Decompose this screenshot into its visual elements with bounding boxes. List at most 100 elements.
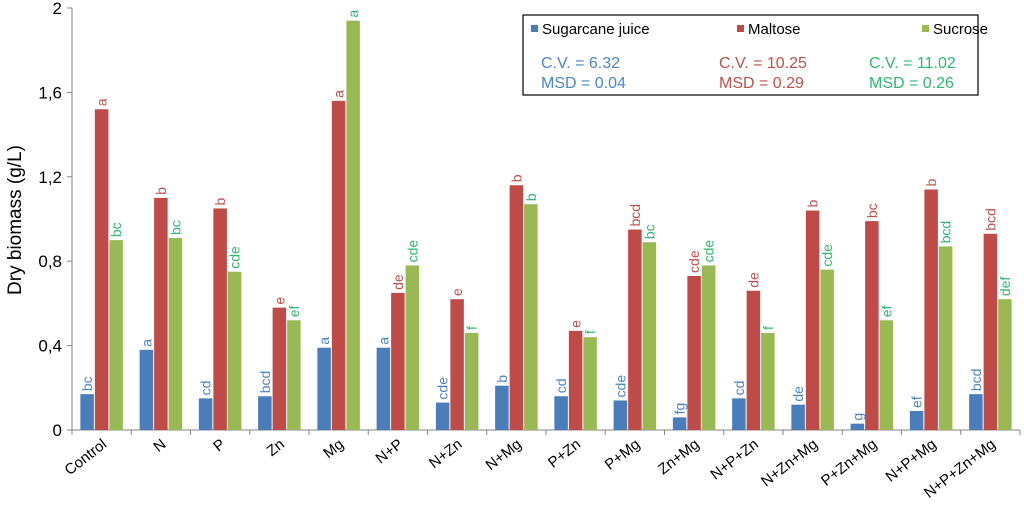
x-tick-label: N+Zn — [426, 436, 466, 472]
x-tick-label: N+P+Zn — [707, 436, 761, 484]
y-tick-label: 0,4 — [38, 337, 62, 356]
cv-label: C.V. = 6.32 — [541, 55, 620, 72]
bars — [80, 20, 1012, 430]
data-label: b — [923, 178, 939, 186]
x-tick-label: Zn+Mg — [655, 436, 703, 478]
data-label: bc — [108, 222, 124, 237]
x-tick-label: N+P+Mg — [882, 436, 939, 486]
bar — [850, 423, 865, 430]
data-label: e — [271, 297, 287, 305]
data-label: cd — [731, 381, 747, 396]
bar — [613, 400, 628, 430]
bar — [909, 411, 924, 430]
x-tick-label: P+Mg — [602, 436, 644, 474]
y-axis-label: Dry biomass (g/L) — [5, 145, 26, 295]
bar — [287, 320, 301, 430]
data-label: cde — [227, 246, 243, 269]
bar — [405, 265, 420, 430]
y-tick-label: 0 — [53, 421, 62, 440]
bar — [879, 320, 894, 430]
bar — [331, 100, 346, 430]
data-label: de — [390, 274, 406, 290]
category-labels: Control N P Zn Mg N+P N+Zn N+Mg P+Zn P+Mg Zn+Mg N+P… — [62, 436, 999, 502]
data-label: def — [997, 277, 1013, 297]
data-label: f — [464, 326, 480, 330]
cv-label: C.V. = 10.25 — [719, 55, 807, 72]
data-label: ef — [286, 305, 302, 317]
bar — [435, 402, 450, 430]
bar — [198, 398, 213, 430]
data-label: bc — [864, 203, 880, 218]
bar — [583, 337, 597, 430]
x-tick-label: N+Mg — [483, 436, 525, 474]
bar — [227, 271, 242, 430]
data-label: b — [805, 200, 821, 208]
significance-letters: bcabcabbccdbcdebcdeefaaaadecdecdeefbbbcd… — [79, 10, 1013, 421]
x-tick-label: N+Zn+Mg — [758, 436, 821, 490]
bar — [94, 109, 109, 430]
data-label: cde — [435, 377, 451, 400]
y-tick-label: 1,2 — [38, 168, 62, 187]
data-label: b — [523, 193, 539, 201]
data-label: a — [138, 339, 154, 347]
bar — [998, 299, 1012, 430]
bar — [464, 332, 479, 430]
data-label: cd — [553, 378, 569, 393]
bar — [376, 347, 391, 430]
bar — [701, 265, 716, 430]
data-label: fg — [672, 403, 688, 415]
bar — [983, 233, 998, 430]
data-label: bc — [167, 220, 183, 235]
data-label: bcd — [257, 371, 273, 394]
bar — [450, 299, 464, 430]
data-label: cde — [404, 240, 420, 263]
legend: Sugarcane juice C.V. = 6.32 MSD = 0.04 Malt… — [522, 14, 988, 96]
x-tick-label: Control — [62, 436, 111, 479]
data-label: cde — [686, 250, 702, 273]
bar — [672, 417, 687, 430]
bar — [554, 396, 568, 430]
bar — [732, 398, 746, 430]
data-label: b — [494, 375, 510, 383]
msd-label: MSD = 0.26 — [869, 75, 954, 92]
bar — [168, 237, 183, 430]
data-label: a — [94, 98, 110, 106]
y-tick-label: 0,8 — [38, 252, 62, 271]
bar — [805, 210, 820, 430]
data-label: b — [153, 187, 169, 195]
legend-swatch — [737, 25, 744, 32]
bar — [761, 332, 775, 430]
data-label: f — [760, 326, 776, 330]
bar — [509, 185, 524, 430]
legend-entry: Sugarcane juice — [542, 21, 650, 38]
data-label: de — [745, 272, 761, 288]
bar — [258, 396, 272, 430]
bar — [317, 347, 331, 430]
data-label: bcd — [982, 208, 998, 231]
data-label: a — [375, 337, 391, 345]
bar — [628, 229, 642, 430]
bar — [139, 349, 154, 430]
data-label: cde — [701, 240, 717, 263]
data-label: bc — [79, 376, 95, 391]
bar — [568, 330, 583, 430]
bar — [865, 221, 879, 430]
data-label: a — [331, 90, 347, 98]
bar — [109, 240, 123, 430]
x-tick-label: Zn — [264, 436, 288, 460]
legend-box — [522, 14, 979, 96]
data-label: ef — [878, 305, 894, 317]
x-tick-label: Mg — [320, 436, 347, 462]
bar — [213, 208, 227, 430]
y-tick-labels: 0 0,4 0,8 1,2 1,6 2 — [38, 0, 72, 440]
data-label: de — [790, 386, 806, 402]
data-label: ef — [909, 396, 925, 408]
data-label: e — [449, 288, 465, 296]
data-label: bcd — [938, 221, 954, 244]
data-label: a — [316, 337, 332, 345]
data-label: f — [582, 330, 598, 334]
bar — [524, 204, 538, 430]
bar — [820, 269, 834, 430]
legend-entry: Maltose — [748, 21, 801, 38]
